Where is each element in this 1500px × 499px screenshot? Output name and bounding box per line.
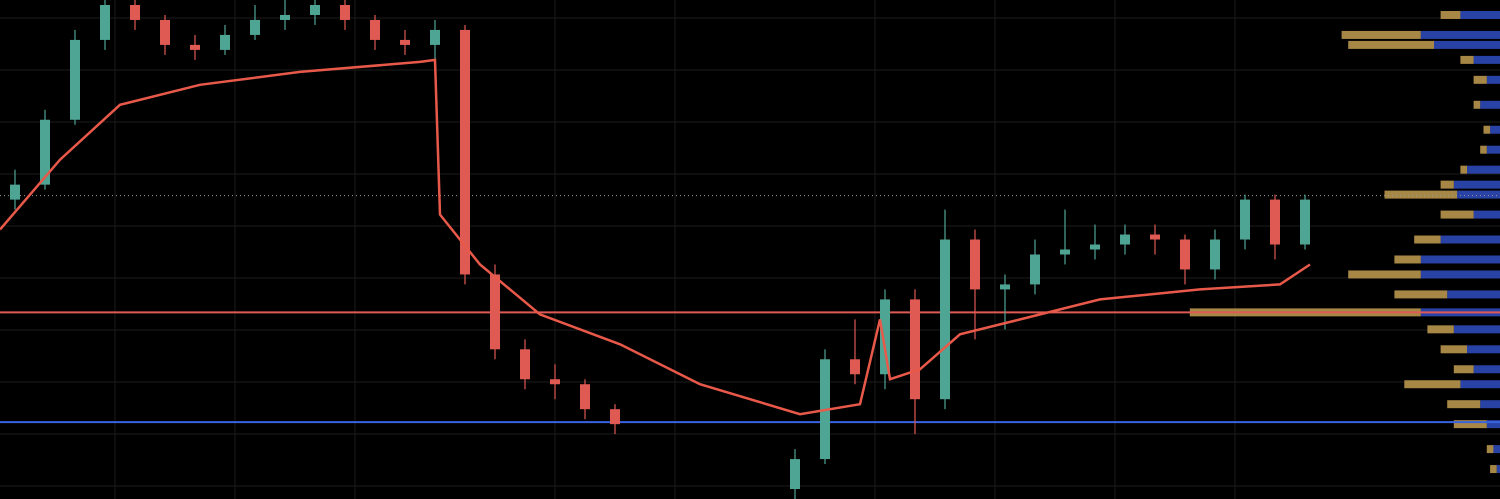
profile-gold (1348, 270, 1421, 279)
candle-body (1150, 234, 1160, 240)
candle-body (940, 239, 950, 400)
profile-gold (1427, 325, 1454, 334)
candle-body (1030, 254, 1040, 285)
profile-blue (1457, 190, 1500, 199)
candle-body (250, 19, 260, 35)
profile-blue (1473, 55, 1500, 64)
profile-gold (1384, 190, 1458, 199)
profile-blue (1486, 145, 1500, 154)
profile-gold (1440, 10, 1461, 19)
profile-gold (1473, 75, 1487, 84)
profile-gold (1440, 210, 1474, 219)
candle-body (790, 459, 800, 490)
profile-blue (1453, 325, 1500, 334)
profile-blue (1467, 165, 1500, 174)
profile-blue (1480, 400, 1500, 409)
profile-blue (1490, 125, 1500, 134)
candle-body (1270, 199, 1280, 245)
profile-gold (1440, 180, 1454, 189)
candle-body (280, 14, 290, 20)
candle-body (550, 379, 560, 385)
profile-blue (1420, 30, 1500, 39)
profile-blue (1473, 365, 1500, 374)
candle-body (1300, 199, 1310, 245)
candle-body (1060, 249, 1070, 255)
profile-blue (1434, 40, 1500, 49)
profile-gold (1447, 400, 1481, 409)
profile-blue (1420, 270, 1500, 279)
candle-body (1000, 284, 1010, 290)
profile-gold (1341, 30, 1421, 39)
candle-body (160, 19, 170, 45)
profile-blue (1440, 235, 1500, 244)
profile-gold (1486, 445, 1494, 454)
profile-blue (1453, 180, 1500, 189)
profile-blue (1493, 445, 1500, 454)
profile-gold (1348, 40, 1434, 49)
candle-body (1180, 239, 1190, 270)
candle-body (190, 44, 200, 50)
profile-gold (1394, 290, 1448, 299)
candle-body (460, 29, 470, 275)
profile-gold (1414, 235, 1441, 244)
profile-blue (1460, 10, 1500, 19)
profile-gold (1490, 465, 1497, 474)
profile-blue (1420, 255, 1500, 264)
candle-body (1090, 244, 1100, 250)
profile-blue (1473, 210, 1500, 219)
candle-body (970, 239, 980, 290)
profile-gold (1460, 55, 1474, 64)
candle-body (70, 39, 80, 120)
candle-body (910, 299, 920, 400)
candle-body (1240, 199, 1250, 240)
profile-blue (1480, 100, 1500, 109)
profile-gold (1394, 255, 1421, 264)
candle-body (610, 409, 620, 425)
profile-gold (1473, 100, 1481, 109)
candle-body (400, 39, 410, 45)
candle-body (880, 299, 890, 375)
profile-gold (1460, 165, 1467, 174)
candle-body (220, 34, 230, 50)
profile-blue (1486, 420, 1500, 429)
candle-body (850, 359, 860, 375)
candle-body (580, 384, 590, 410)
profile-gold (1453, 365, 1474, 374)
profile-gold (1480, 145, 1487, 154)
candle-body (10, 184, 20, 200)
candle-body (340, 4, 350, 20)
profile-blue (1496, 465, 1500, 474)
candle-body (100, 4, 110, 40)
profile-gold (1440, 345, 1467, 354)
candle-body (1120, 234, 1130, 245)
profile-blue (1467, 345, 1500, 354)
profile-blue (1486, 75, 1500, 84)
profile-blue (1447, 290, 1500, 299)
candle-body (1210, 239, 1220, 270)
profile-gold (1404, 380, 1461, 389)
candle-body (40, 119, 50, 185)
profile-gold (1483, 125, 1491, 134)
candle-body (490, 274, 500, 350)
candle-body (130, 4, 140, 20)
candle-body (430, 29, 440, 45)
candle-body (370, 19, 380, 40)
vwap-line (0, 58, 1311, 416)
candle-body (520, 349, 530, 380)
candle-body (310, 4, 320, 15)
profile-blue (1460, 380, 1500, 389)
profile-gold (1453, 420, 1487, 429)
